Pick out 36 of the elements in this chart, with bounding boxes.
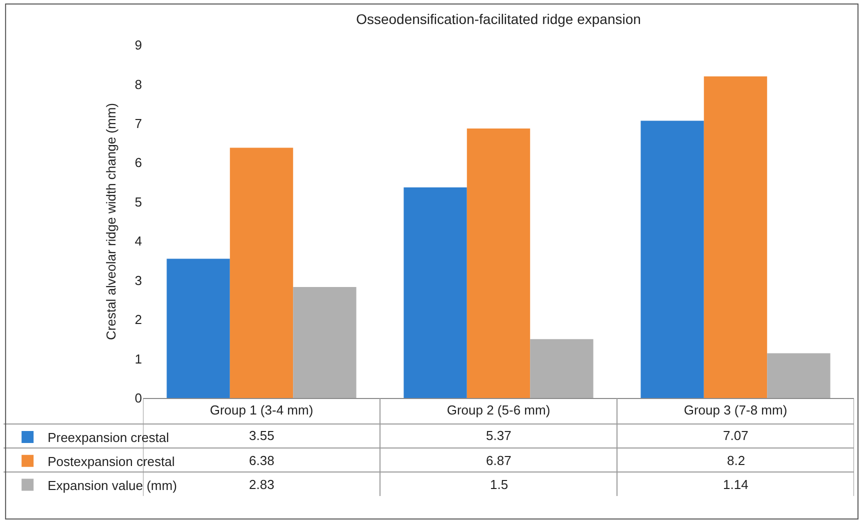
bar bbox=[166, 258, 230, 398]
bar bbox=[767, 353, 830, 398]
data-label: 5.37 bbox=[486, 428, 512, 443]
bar bbox=[530, 339, 594, 398]
data-label: 6.87 bbox=[486, 453, 512, 468]
legend-label: Expansion value (mm) bbox=[48, 478, 177, 493]
data-label: 1.14 bbox=[723, 477, 748, 492]
bar bbox=[404, 187, 467, 398]
x-tick-label: Group 1 (3-4 mm) bbox=[210, 402, 314, 418]
data-label: 1.5 bbox=[490, 477, 508, 492]
legend-label: Preexpansion crestal bbox=[48, 430, 170, 446]
data-label: 6.38 bbox=[249, 453, 274, 468]
bar bbox=[293, 287, 356, 398]
y-tick-label: 7 bbox=[134, 116, 142, 131]
x-tick-label: Group 2 (5-6 mm) bbox=[446, 402, 550, 418]
data-label: 7.07 bbox=[723, 428, 748, 443]
y-tick-label: 3 bbox=[134, 272, 142, 288]
data-label: 8.2 bbox=[727, 453, 746, 468]
y-tick-label: 4 bbox=[134, 234, 142, 249]
y-tick-label: 8 bbox=[134, 76, 142, 92]
y-tick-label: 1 bbox=[134, 351, 142, 366]
x-tick-label: Group 3 (7-8 mm) bbox=[684, 402, 788, 418]
data-label: 3.55 bbox=[249, 428, 274, 443]
bar bbox=[640, 120, 704, 398]
y-axis-title: Crestal alveolar ridge width change (mm) bbox=[104, 103, 119, 340]
bar bbox=[704, 76, 768, 398]
y-tick-label: 6 bbox=[134, 155, 142, 170]
bar bbox=[466, 128, 530, 398]
y-tick-label: 9 bbox=[134, 38, 142, 53]
y-tick-label: 0 bbox=[134, 390, 142, 406]
legend-label: Postexpansion crestal bbox=[48, 454, 175, 469]
bar bbox=[230, 148, 294, 398]
data-label: 2.83 bbox=[249, 477, 274, 492]
chart-title: Osseodensification-facilitated ridge expansion bbox=[356, 10, 641, 27]
y-tick-label: 5 bbox=[134, 194, 142, 210]
y-tick-label: 2 bbox=[134, 312, 142, 328]
